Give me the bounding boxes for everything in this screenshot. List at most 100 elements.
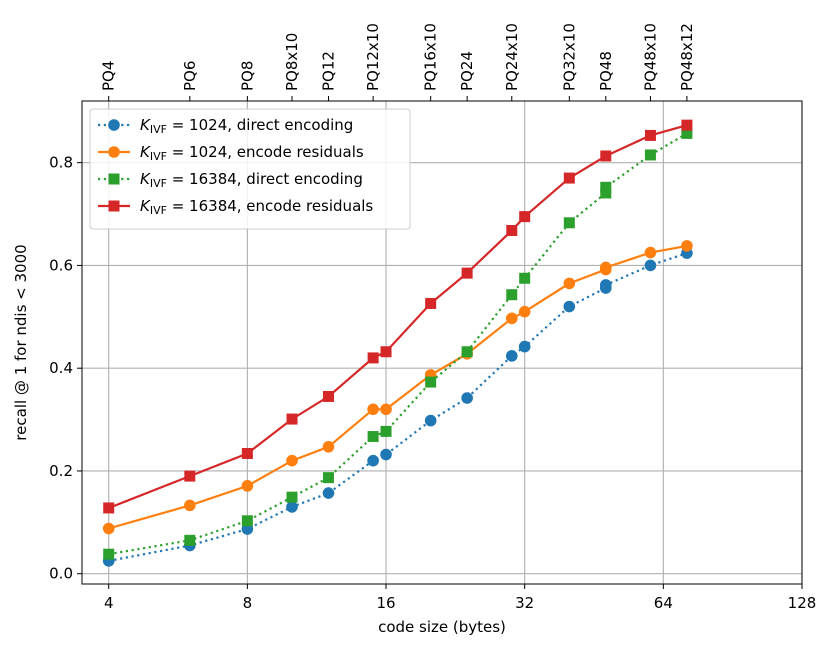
data-point	[644, 129, 656, 141]
top-tick-label: PQ48x12	[678, 23, 696, 91]
data-point	[461, 267, 473, 279]
y-tick-label: 0.0	[49, 565, 73, 583]
legend-label-rest: = 1024, direct encoding	[167, 116, 353, 134]
y-tick-label: 0.6	[49, 256, 73, 274]
data-point	[505, 312, 518, 325]
data-point	[563, 217, 575, 229]
x-tick-label: 8	[243, 594, 253, 612]
data-point	[599, 261, 612, 274]
y-tick-label: 0.4	[49, 359, 73, 377]
data-point	[505, 350, 518, 362]
x-tick-label: 128	[788, 594, 817, 612]
data-point	[380, 403, 392, 416]
legend-marker	[108, 200, 120, 212]
top-tick-label: PQ6	[181, 61, 199, 91]
top-tick-label: PQ24	[458, 51, 476, 91]
series-3	[103, 119, 693, 514]
legend-marker	[108, 173, 120, 185]
series-1	[102, 240, 693, 535]
x-tick-label: 32	[515, 594, 534, 612]
series-2	[103, 127, 693, 560]
series-line	[108, 252, 688, 562]
data-point	[681, 119, 693, 131]
data-point	[184, 534, 196, 546]
legend-label-rest: = 16384, encode residuals	[167, 197, 373, 215]
data-point	[367, 403, 379, 416]
data-point	[681, 240, 693, 252]
legend-label-rest: = 16384, direct encoding	[167, 170, 363, 188]
legend-label-sub: IVF	[150, 204, 167, 217]
data-point	[600, 187, 612, 199]
data-point	[425, 297, 437, 309]
legend-label-sub: IVF	[150, 123, 167, 136]
data-point	[241, 515, 253, 527]
data-point	[103, 548, 115, 560]
data-point	[644, 149, 656, 161]
data-point	[461, 392, 473, 404]
data-point	[644, 259, 657, 272]
data-point	[367, 431, 379, 443]
legend-label-sub: IVF	[150, 150, 167, 163]
data-point	[241, 480, 254, 492]
x-axis-label: code size (bytes)	[378, 618, 506, 636]
data-point	[644, 246, 657, 259]
legend-label-k: K	[140, 197, 151, 215]
data-point	[518, 305, 531, 318]
legend-item: KIVF = 16384, encode residuals	[98, 197, 373, 217]
data-point	[461, 346, 473, 358]
data-point	[322, 441, 335, 453]
top-tick-label: PQ16x10	[422, 23, 440, 91]
data-point	[600, 181, 612, 193]
data-point	[518, 340, 531, 353]
data-point	[367, 454, 379, 467]
legend-label-sub: IVF	[150, 177, 167, 190]
data-point	[519, 211, 531, 223]
top-tick-label: PQ12x10	[364, 23, 382, 91]
data-point	[184, 470, 196, 482]
legend-box	[89, 108, 411, 230]
legend-marker	[108, 119, 120, 131]
top-tick-label: PQ8	[238, 61, 256, 91]
legend-label: KIVF = 1024, direct encoding	[140, 116, 353, 136]
top-tick-label: PQ12	[319, 51, 337, 91]
data-point	[425, 376, 437, 388]
x-tick-label: 64	[654, 594, 673, 612]
data-point	[322, 390, 334, 402]
data-point	[103, 502, 115, 514]
series-layer	[102, 119, 693, 567]
plot-frame	[81, 100, 803, 585]
x-tick-label: 4	[104, 594, 114, 612]
data-point	[322, 487, 335, 499]
data-point	[241, 447, 253, 459]
legend-label-rest: = 1024, encode residuals	[167, 143, 364, 161]
data-point	[563, 277, 576, 290]
top-tick-label: PQ48	[597, 51, 615, 91]
data-point	[286, 454, 298, 467]
data-point	[424, 414, 437, 427]
legend-label: KIVF = 1024, encode residuals	[140, 143, 364, 163]
data-point	[600, 150, 612, 162]
data-point	[286, 413, 298, 425]
y-tick-label: 0.8	[49, 154, 73, 172]
axes: 4 8 16 32 64 128 0.0 0.2 0.4 0.6 0.8 PQ4 PQ6 PQ8 PQ8x1…	[49, 23, 816, 612]
data-point	[563, 300, 576, 313]
legend-item: KIVF = 1024, direct encoding	[98, 116, 353, 136]
data-point	[380, 425, 392, 437]
top-tick-label: PQ4	[100, 61, 118, 91]
data-point	[286, 491, 298, 503]
data-point	[102, 522, 115, 535]
series-line	[108, 132, 688, 556]
legend-label-k: K	[140, 143, 151, 161]
data-point	[563, 172, 575, 184]
top-tick-label: PQ32x10	[560, 23, 578, 91]
legend-label: KIVF = 16384, direct encoding	[140, 170, 363, 190]
data-point	[506, 289, 518, 301]
legend-marker	[108, 146, 120, 158]
data-point	[599, 279, 612, 291]
y-tick-label: 0.2	[49, 462, 73, 480]
data-point	[519, 272, 531, 284]
legend-label: KIVF = 16384, encode residuals	[140, 197, 373, 217]
data-point	[380, 346, 392, 358]
